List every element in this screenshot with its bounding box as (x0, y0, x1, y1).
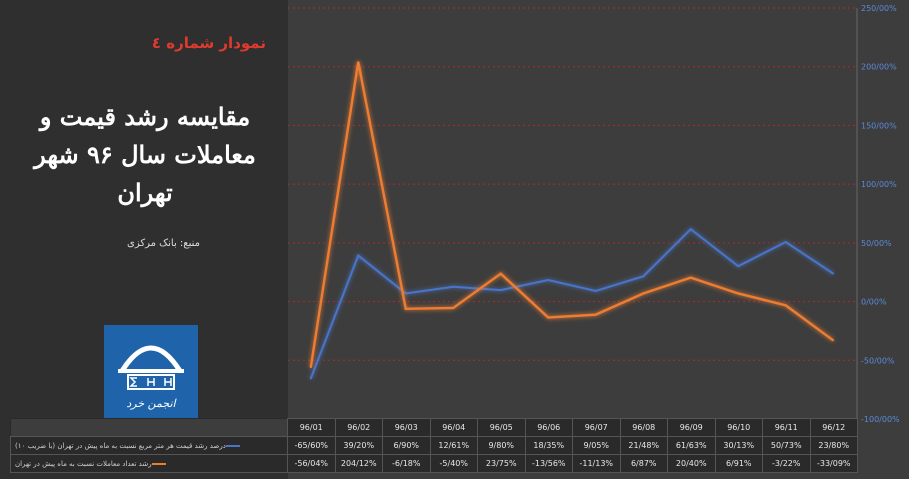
data-point (547, 279, 550, 281)
x-tick-label: 96/12 (809, 418, 858, 437)
data-label: 6/91% (714, 454, 763, 473)
legend-entry: رشد تعداد معاملات نسبت به ماه پیش در تهر… (10, 454, 288, 473)
data-point (357, 61, 360, 63)
title-line: معاملات سال ۹۶ شهر (34, 140, 256, 169)
data-point (689, 276, 692, 279)
data-label: 18/35% (524, 436, 573, 455)
data-point (689, 228, 692, 231)
y-tick-label: 50/00% (861, 239, 892, 248)
data-point (832, 339, 835, 342)
data-label: 39/20% (334, 436, 383, 455)
data-label: -5/40% (429, 454, 478, 473)
table-header-row: 96/01 96/02 96/03 96/04 96/05 96/06 96/07 96/08… (10, 418, 858, 437)
data-point (452, 307, 455, 309)
data-point (784, 241, 787, 243)
data-label: 6/90% (382, 436, 431, 455)
data-label: 6/87% (619, 454, 668, 473)
data-point (784, 304, 787, 307)
data-point (737, 292, 740, 295)
data-point (642, 292, 645, 295)
data-label: 61/63% (667, 436, 716, 455)
chart-number-label: نمودار شماره ٤ (151, 34, 266, 52)
x-tick-label: 96/10 (714, 418, 763, 437)
legend-swatch (225, 444, 240, 447)
series-line (309, 61, 834, 368)
page-title: مقایسه رشد قیمت و معاملات سال ۹۶ شهر تهر… (10, 98, 280, 212)
data-label: -13/56% (524, 454, 573, 473)
table-row: رشد تعداد معاملات نسبت به ماه پیش در تهر… (10, 454, 858, 473)
data-label: -6/18% (382, 454, 431, 473)
data-table: 96/01 96/02 96/03 96/04 96/05 96/06 96/07 96/08… (10, 418, 858, 473)
data-point (642, 275, 645, 278)
y-tick-label: 150/00% (861, 121, 897, 130)
y-tick-label: -100/00% (861, 415, 900, 424)
data-label: 50/73% (762, 436, 811, 455)
y-tick-label: 100/00% (861, 180, 897, 189)
data-label: 9/80% (477, 436, 526, 455)
title-line: تهران (117, 178, 173, 207)
data-point (547, 316, 550, 319)
data-label: -33/09% (809, 454, 858, 473)
table-corner (10, 418, 288, 437)
data-label: 204/12% (334, 454, 383, 473)
data-point (452, 285, 455, 288)
data-label: 21/48% (619, 436, 668, 455)
data-label: -11/13% (572, 454, 621, 473)
data-point (309, 366, 312, 369)
data-point (404, 308, 407, 310)
x-tick-label: 96/06 (524, 418, 573, 437)
x-tick-label: 96/01 (287, 418, 336, 437)
title-line: مقایسه رشد قیمت و (39, 102, 251, 131)
data-point (404, 292, 407, 295)
data-point (309, 377, 312, 380)
data-label: 30/13% (714, 436, 763, 455)
data-point (832, 272, 835, 275)
data-label: -3/22% (762, 454, 811, 473)
legend-swatch (151, 462, 166, 465)
data-label: 23/75% (477, 454, 526, 473)
data-point (737, 265, 740, 267)
x-tick-label: 96/02 (334, 418, 383, 437)
logo: انجمن خرد (104, 325, 198, 419)
data-point (499, 272, 502, 275)
legend-entry: درصد رشد قیمت هر متر مربع نسبت به ماه پی… (10, 436, 288, 455)
series-line (309, 227, 834, 379)
x-tick-label: 96/05 (477, 418, 526, 437)
x-tick-label: 96/11 (762, 418, 811, 437)
table-row: درصد رشد قیمت هر متر مربع نسبت به ماه پی… (10, 436, 858, 455)
data-point (357, 254, 360, 257)
data-point (594, 313, 597, 316)
y-tick-label: 200/00% (861, 63, 897, 72)
legend-label: درصد رشد قیمت هر متر مربع نسبت به ماه پی… (15, 441, 226, 450)
data-label: -56/04% (287, 454, 336, 473)
data-point (594, 290, 597, 292)
x-tick-label: 96/04 (429, 418, 478, 437)
data-label: 9/05% (572, 436, 621, 455)
y-tick-label: -50/00% (861, 356, 895, 365)
x-tick-label: 96/03 (382, 418, 431, 437)
data-label: -65/60% (287, 436, 336, 455)
legend-label: رشد تعداد معاملات نسبت به ماه پیش در تهر… (15, 459, 152, 468)
dome-icon (118, 345, 184, 390)
data-label: 23/80% (809, 436, 858, 455)
data-point (499, 289, 502, 291)
x-tick-label: 96/09 (667, 418, 716, 437)
logo-text: انجمن خرد (126, 397, 176, 410)
data-label: 12/61% (429, 436, 478, 455)
source-label: منبع: بانک مرکزی (127, 238, 200, 249)
y-tick-label: 0/00% (861, 298, 887, 307)
data-label: 20/40% (667, 454, 716, 473)
y-tick-label: 250/00% (861, 4, 897, 13)
x-tick-label: 96/07 (572, 418, 621, 437)
x-tick-label: 96/08 (619, 418, 668, 437)
